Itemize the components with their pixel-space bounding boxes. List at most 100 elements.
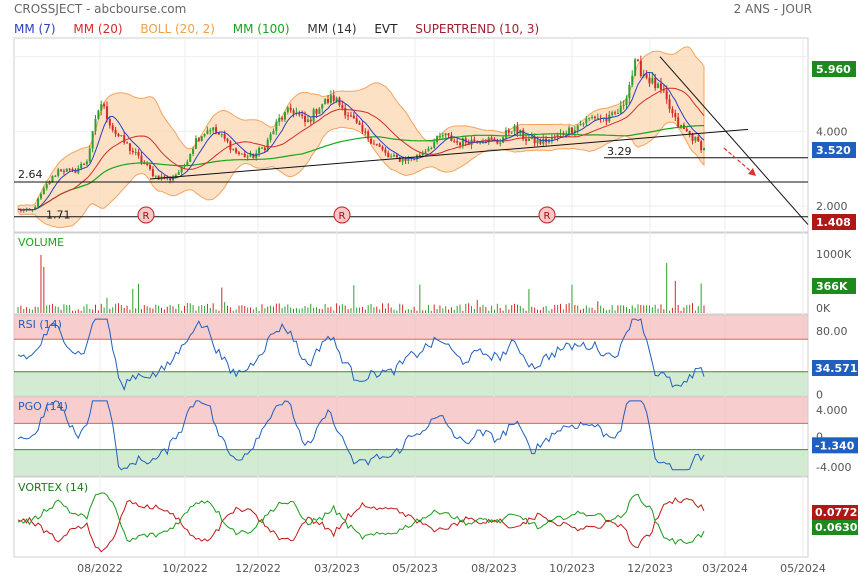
candle-body bbox=[272, 130, 275, 135]
ma100-line bbox=[17, 125, 704, 211]
candle-body bbox=[151, 169, 154, 177]
candle-body bbox=[217, 132, 220, 135]
candle-body bbox=[381, 146, 384, 150]
candle-body bbox=[496, 139, 499, 144]
candle-body bbox=[85, 161, 88, 165]
candle-body bbox=[149, 164, 152, 170]
overbought-zone bbox=[14, 397, 808, 424]
candle-body bbox=[39, 194, 42, 199]
oscillator-title: RSI (14) bbox=[18, 318, 62, 331]
oscillator-badge-bg bbox=[812, 437, 858, 454]
candle-body bbox=[283, 112, 286, 120]
candle-body bbox=[685, 128, 688, 132]
min-price-badge: 1.408 bbox=[816, 216, 851, 229]
candle-body bbox=[671, 108, 674, 114]
vortex-badge: 0.0630 bbox=[815, 521, 858, 534]
candle-body bbox=[536, 140, 539, 144]
candle-body bbox=[591, 116, 594, 118]
candle-body bbox=[398, 157, 401, 162]
candle-body bbox=[504, 130, 507, 138]
candle-body bbox=[83, 163, 86, 165]
legend-mm14[interactable]: MM (14) bbox=[307, 22, 357, 36]
candle-body bbox=[100, 104, 103, 111]
legend-evt[interactable]: EVT bbox=[374, 22, 398, 36]
legend-mm100[interactable]: MM (100) bbox=[232, 22, 290, 36]
candle-body bbox=[146, 163, 149, 165]
candle-body bbox=[338, 97, 341, 106]
candle-body bbox=[553, 137, 556, 139]
candle-body bbox=[54, 175, 57, 177]
level-label: 2.64 bbox=[18, 168, 43, 181]
candle-body bbox=[289, 107, 292, 111]
candle-body bbox=[361, 124, 364, 132]
candle-body bbox=[240, 153, 243, 155]
oscillator-badge: 34.571 bbox=[815, 362, 857, 375]
vortex-plus-line bbox=[17, 492, 705, 545]
event-marker-label: R bbox=[339, 211, 346, 222]
vortex-badge: 0.0772 bbox=[815, 506, 857, 519]
candle-body bbox=[243, 153, 246, 158]
y-tick-label: 2.000 bbox=[816, 200, 848, 213]
level-label: 1.71 bbox=[46, 209, 71, 222]
candle-body bbox=[301, 114, 304, 116]
trend-line bbox=[659, 56, 809, 225]
candle-body bbox=[238, 152, 241, 154]
level-label: 3.29 bbox=[607, 145, 632, 158]
vortex-minus-line bbox=[17, 497, 705, 553]
candle-body bbox=[298, 112, 301, 115]
oversold-zone bbox=[14, 371, 808, 396]
legend-supertrend[interactable]: SUPERTREND (10, 3) bbox=[415, 22, 540, 36]
candle-body bbox=[576, 125, 579, 131]
candle-body bbox=[384, 149, 387, 153]
period-label[interactable]: 2 ANS - JOUR bbox=[733, 2, 812, 16]
candle-body bbox=[582, 123, 585, 125]
candle-body bbox=[433, 142, 436, 148]
candle-body bbox=[326, 99, 329, 103]
candle-body bbox=[278, 117, 281, 122]
candle-body bbox=[447, 133, 450, 136]
candle-body bbox=[117, 134, 120, 137]
candle-body bbox=[622, 104, 625, 106]
candle-body bbox=[570, 127, 573, 133]
candle-body bbox=[473, 139, 476, 142]
candle-body bbox=[539, 140, 542, 144]
candle-body bbox=[329, 95, 332, 103]
candle-body bbox=[625, 98, 628, 105]
candle-body bbox=[157, 175, 160, 180]
legend-boll[interactable]: BOLL (20, 2) bbox=[140, 22, 215, 36]
candle-body bbox=[114, 130, 117, 135]
candle-body bbox=[45, 184, 48, 189]
candle-body bbox=[123, 135, 126, 143]
oversold-zone bbox=[14, 449, 808, 476]
legend-mm20[interactable]: MM (20) bbox=[73, 22, 123, 36]
candle-body bbox=[128, 143, 131, 151]
x-tick-label: 05/2024 bbox=[780, 562, 826, 575]
candle-body bbox=[344, 107, 347, 116]
candle-body bbox=[430, 147, 433, 149]
candle-body bbox=[456, 141, 459, 143]
candle-body bbox=[648, 77, 651, 84]
candle-body bbox=[533, 136, 536, 144]
candle-body bbox=[550, 137, 553, 140]
candle-body bbox=[614, 112, 617, 114]
candle-body bbox=[527, 138, 530, 141]
candle-body bbox=[657, 83, 660, 89]
candle-body bbox=[378, 144, 381, 147]
candle-body bbox=[103, 104, 106, 107]
y-tick-label: -4.000 bbox=[816, 461, 851, 474]
candle-body bbox=[166, 178, 169, 180]
candle-body bbox=[203, 133, 206, 137]
max-price-badge-bg bbox=[812, 61, 856, 77]
candle-body bbox=[659, 83, 662, 90]
x-tick-label: 03/2024 bbox=[702, 562, 748, 575]
candle-body bbox=[407, 157, 410, 161]
panel-frame bbox=[13, 476, 809, 558]
y-tick-label: 4.000 bbox=[816, 404, 848, 417]
candle-body bbox=[461, 138, 464, 146]
candle-body bbox=[65, 168, 68, 172]
y-tick-label: 80.00 bbox=[816, 325, 848, 338]
legend-mm7[interactable]: MM (7) bbox=[14, 22, 56, 36]
candle-body bbox=[266, 139, 269, 151]
x-tick-label: 10/2023 bbox=[549, 562, 595, 575]
